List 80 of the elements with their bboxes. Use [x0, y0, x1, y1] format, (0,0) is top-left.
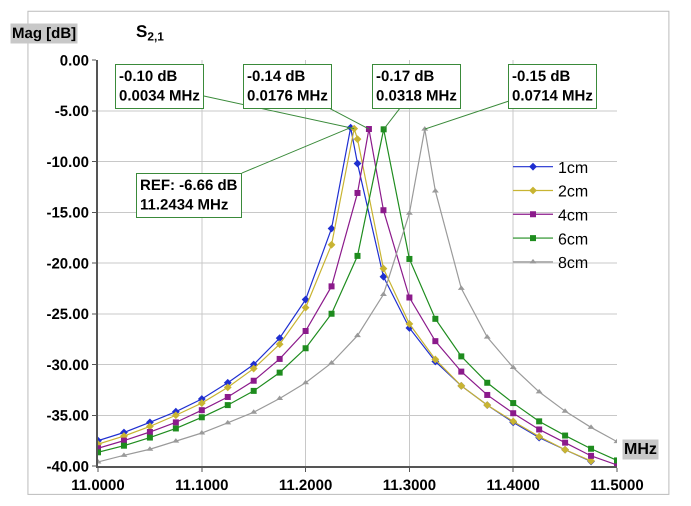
point	[224, 383, 232, 392]
point	[276, 340, 284, 348]
point	[484, 392, 490, 398]
point	[380, 272, 388, 281]
y-tick-label: -5.00	[54, 103, 89, 120]
y-axis-title: Mag [dB]	[12, 25, 76, 42]
point	[120, 442, 127, 449]
point	[458, 368, 464, 375]
point	[302, 296, 310, 304]
y-tick-label: -30.00	[46, 356, 89, 374]
point	[458, 353, 464, 360]
legend-label: 1cm	[558, 160, 588, 177]
legend-label: 6cm	[558, 231, 588, 248]
point	[380, 207, 386, 214]
y-tick-label: -40.00	[46, 458, 89, 476]
point	[250, 388, 257, 394]
point	[406, 320, 414, 328]
annotation: -0.14 dB 0.0176 MHz	[247, 68, 328, 104]
point	[198, 414, 205, 420]
point	[302, 345, 309, 352]
point	[536, 426, 542, 432]
point	[536, 418, 542, 424]
point	[250, 378, 257, 384]
point	[588, 452, 594, 459]
point	[172, 411, 180, 420]
x-tick-label: 11.0000	[71, 477, 125, 494]
point	[354, 190, 360, 196]
annotation: -0.10 dB 0.0034 MHz	[119, 68, 200, 104]
y-tick-label: -20.00	[46, 255, 89, 272]
x-tick-label: 11.4000	[486, 477, 540, 494]
y-tick-label: -15.00	[46, 204, 89, 222]
point	[380, 264, 388, 272]
point	[354, 332, 361, 338]
point	[198, 399, 206, 407]
x-tick-label: 11.3000	[382, 477, 436, 494]
point	[172, 419, 179, 426]
point	[432, 316, 438, 322]
point	[276, 334, 284, 342]
annotation: -0.15 dB 0.0714 MHz	[512, 68, 593, 104]
annotation: -0.17 dB 0.0318 MHz	[376, 68, 457, 104]
y-tick-label: -25.00	[46, 306, 89, 323]
point	[224, 394, 231, 400]
y-tick-label: 0.00	[60, 52, 89, 70]
point	[276, 370, 283, 376]
point	[354, 135, 362, 144]
point	[146, 429, 153, 435]
point	[146, 434, 153, 441]
point	[366, 126, 372, 132]
point	[510, 400, 516, 406]
legend-label: 8cm	[558, 255, 588, 272]
point	[172, 425, 179, 432]
y-tick-label: -10.00	[46, 154, 89, 171]
point	[224, 402, 231, 408]
point	[588, 446, 594, 452]
legend-label: 4cm	[558, 208, 588, 225]
x-tick-label: 11.5000	[590, 477, 644, 494]
point	[484, 380, 490, 386]
point	[354, 160, 362, 168]
point	[432, 338, 438, 344]
point	[276, 356, 283, 362]
point	[328, 310, 335, 317]
legend-label: 2cm	[558, 184, 588, 201]
x-tick-label: 11.1000	[175, 477, 229, 494]
point	[562, 432, 568, 439]
point	[354, 252, 360, 259]
annotation: REF: -6.66 dB 11.2434 MHz	[140, 177, 238, 214]
point	[302, 304, 310, 312]
x-tick-label: 11.2000	[278, 477, 332, 494]
point	[198, 407, 205, 414]
y-tick-label: -35.00	[46, 408, 89, 424]
point	[328, 240, 336, 249]
chart-title: S$_{2,1}$	[136, 22, 164, 44]
point	[302, 328, 309, 334]
point	[406, 294, 412, 301]
point	[562, 440, 568, 446]
point	[250, 364, 258, 372]
point	[510, 410, 516, 416]
point	[406, 256, 412, 262]
x-axis-title: MHz	[624, 441, 657, 458]
point	[328, 283, 335, 290]
